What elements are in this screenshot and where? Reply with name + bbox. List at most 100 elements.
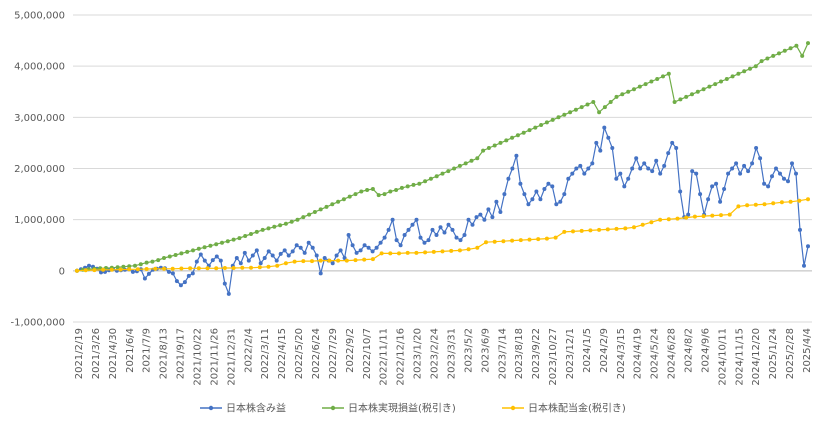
data-point <box>686 212 691 217</box>
x-tick-label: 2022/6/24 <box>311 328 322 379</box>
data-point <box>521 130 526 135</box>
data-point <box>275 263 280 268</box>
data-point <box>394 238 399 243</box>
data-point <box>178 283 183 288</box>
data-point <box>550 184 555 189</box>
data-point <box>662 163 667 168</box>
data-point <box>289 219 294 224</box>
data-point <box>618 171 623 176</box>
data-point <box>538 197 543 202</box>
data-point <box>220 240 224 245</box>
data-point <box>454 235 459 240</box>
data-point <box>771 201 776 206</box>
data-point <box>398 243 403 248</box>
legend-marker <box>510 405 516 411</box>
x-tick-label: 2021/4/30 <box>108 328 119 379</box>
data-point <box>282 248 287 253</box>
data-point <box>278 251 283 256</box>
data-point <box>481 148 486 153</box>
data-point <box>350 243 355 248</box>
data-point <box>194 259 199 264</box>
data-point <box>658 217 663 222</box>
legend-marker <box>330 405 336 411</box>
data-point <box>75 268 79 273</box>
data-point <box>797 198 802 203</box>
data-point <box>786 179 790 184</box>
data-point <box>806 244 810 249</box>
data-point <box>243 234 248 238</box>
data-point <box>286 253 291 258</box>
data-point <box>378 240 383 245</box>
data-point <box>353 192 358 197</box>
data-point <box>630 166 635 171</box>
x-tick-label: 2023/5/2 <box>463 328 474 373</box>
data-point <box>162 266 166 271</box>
x-tick-label: 2024/10/11 <box>717 328 728 386</box>
data-point <box>231 237 236 242</box>
data-point <box>258 261 263 266</box>
data-point <box>539 123 544 127</box>
data-point <box>174 279 179 284</box>
data-point <box>370 257 375 262</box>
data-point <box>457 163 462 168</box>
data-point <box>684 94 689 99</box>
data-point <box>298 245 303 250</box>
data-point <box>426 238 431 243</box>
data-point <box>414 217 419 222</box>
data-point <box>318 207 323 212</box>
x-tick-label: 2023/12/1 <box>565 328 576 379</box>
data-point <box>544 120 549 125</box>
legend-label: 日本株実現損益(税引き) <box>348 402 456 415</box>
x-tick-label: 2022/3/11 <box>260 328 271 379</box>
data-point <box>358 248 363 253</box>
data-point <box>710 213 715 218</box>
data-point <box>225 239 230 244</box>
x-tick-label: 2024/3/15 <box>616 328 627 379</box>
x-tick-label: 2022/7/29 <box>328 328 339 379</box>
data-point <box>694 171 699 176</box>
data-point <box>730 166 735 171</box>
data-point <box>678 97 683 102</box>
data-point <box>167 254 172 259</box>
data-point <box>632 225 636 230</box>
data-point <box>798 227 802 232</box>
data-point <box>440 171 445 176</box>
x-tick-label: 2021/9/17 <box>176 328 187 379</box>
data-point <box>399 185 404 190</box>
x-tick-label: 2022/2/4 <box>243 328 254 373</box>
data-point <box>779 200 784 205</box>
x-tick-label: 2024/12/20 <box>751 328 762 386</box>
data-point <box>138 262 143 267</box>
x-tick-label: 2021/2/19 <box>74 328 85 379</box>
legend-label: 日本株配当金(税引き) <box>528 402 626 415</box>
data-point <box>594 140 599 145</box>
data-point <box>591 100 596 104</box>
legend: 日本株含み益 日本株実現損益(税引き) 日本株配当金(税引き) <box>200 402 626 415</box>
y-tick-label: 1,000,000 <box>14 215 65 226</box>
data-point <box>292 259 297 264</box>
x-tick-label: 2022/11/11 <box>379 328 390 386</box>
data-point <box>553 235 558 240</box>
x-tick-label: 2022/4/15 <box>277 328 288 379</box>
data-point <box>701 214 706 219</box>
x-tick-label: 2025/4/4 <box>802 328 813 373</box>
data-point <box>214 254 219 259</box>
data-point <box>133 263 137 268</box>
data-point <box>202 245 207 250</box>
data-point <box>484 240 488 245</box>
data-point <box>162 256 166 260</box>
data-point <box>115 265 120 270</box>
data-point <box>585 102 590 107</box>
data-point <box>614 176 619 181</box>
data-point <box>344 258 349 263</box>
data-point <box>602 105 607 110</box>
data-point <box>146 271 151 276</box>
data-point <box>362 257 367 262</box>
data-point <box>198 252 203 257</box>
data-point <box>579 105 584 110</box>
data-point <box>684 215 689 220</box>
data-point <box>672 100 677 104</box>
data-point <box>530 197 535 202</box>
x-tick-label: 2024/8/2 <box>683 328 694 373</box>
